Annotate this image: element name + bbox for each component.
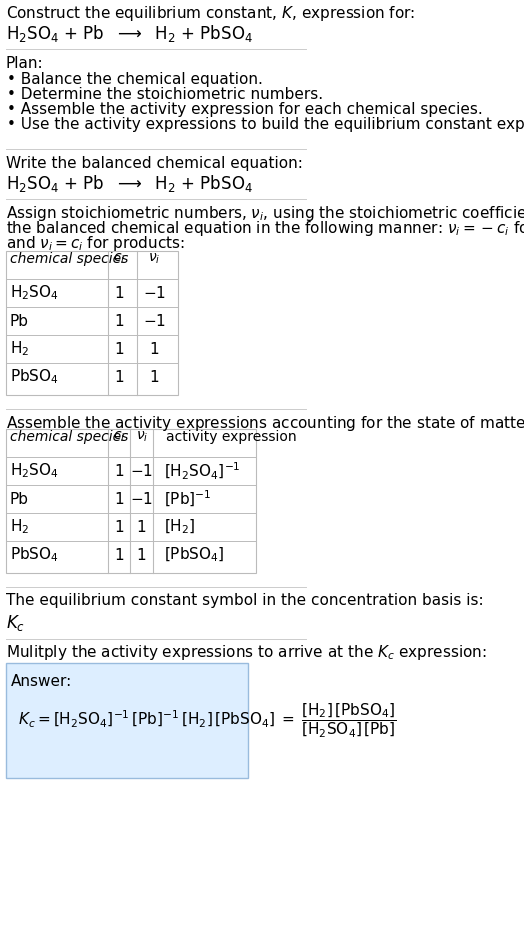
Text: $\mathrm{PbSO_4}$: $\mathrm{PbSO_4}$ [9, 367, 58, 386]
Text: • Use the activity expressions to build the equilibrium constant expression.: • Use the activity expressions to build … [7, 117, 524, 132]
Text: • Assemble the activity expression for each chemical species.: • Assemble the activity expression for e… [7, 102, 483, 117]
Text: activity expression: activity expression [167, 430, 297, 444]
Text: $-1$: $-1$ [143, 285, 166, 301]
Text: • Determine the stoichiometric numbers.: • Determine the stoichiometric numbers. [7, 86, 323, 102]
Text: $\mathrm{H_2SO_4}$: $\mathrm{H_2SO_4}$ [9, 461, 58, 480]
Text: $1$: $1$ [136, 547, 147, 563]
Text: Answer:: Answer: [10, 674, 72, 689]
Text: $1$: $1$ [149, 341, 160, 357]
Text: $\mathrm{H_2SO_4}$ + Pb  $\longrightarrow$  $\mathrm{H_2}$ + $\mathrm{PbSO_4}$: $\mathrm{H_2SO_4}$ + Pb $\longrightarrow… [6, 23, 253, 44]
Text: $-1$: $-1$ [130, 463, 153, 479]
Text: chemical species: chemical species [9, 252, 128, 266]
Text: and $\nu_i = c_i$ for products:: and $\nu_i = c_i$ for products: [6, 233, 185, 252]
Text: Construct the equilibrium constant, $K$, expression for:: Construct the equilibrium constant, $K$,… [6, 4, 415, 23]
Text: $\mathrm{H_2}$: $\mathrm{H_2}$ [9, 340, 29, 359]
Text: $c_i$: $c_i$ [113, 430, 125, 444]
Text: • Balance the chemical equation.: • Balance the chemical equation. [7, 71, 263, 86]
Text: $c_i$: $c_i$ [113, 251, 125, 267]
Text: 1: 1 [114, 548, 124, 563]
Text: $\mathrm{PbSO_4}$: $\mathrm{PbSO_4}$ [9, 546, 58, 565]
Text: $-1$: $-1$ [130, 491, 153, 507]
Text: $1$: $1$ [149, 369, 160, 385]
Text: $\mathrm{H_2}$: $\mathrm{H_2}$ [9, 517, 29, 536]
Text: $\mathrm{H_2SO_4}$: $\mathrm{H_2SO_4}$ [9, 284, 58, 303]
Text: $\mathrm{H_2SO_4}$ + Pb  $\longrightarrow$  $\mathrm{H_2}$ + $\mathrm{PbSO_4}$: $\mathrm{H_2SO_4}$ + Pb $\longrightarrow… [6, 173, 253, 194]
Text: Pb: Pb [9, 313, 28, 328]
Text: Write the balanced chemical equation:: Write the balanced chemical equation: [6, 156, 303, 171]
FancyBboxPatch shape [6, 663, 248, 778]
Text: $\nu_i$: $\nu_i$ [136, 430, 149, 444]
Text: $K_c = [\mathrm{H_2SO_4}]^{-1}\,[\mathrm{Pb}]^{-1}\,[\mathrm{H_2}]\,[\mathrm{PbS: $K_c = [\mathrm{H_2SO_4}]^{-1}\,[\mathrm… [18, 702, 396, 740]
Text: Plan:: Plan: [6, 55, 43, 70]
Text: Assemble the activity expressions accounting for the state of matter and $\nu_i$: Assemble the activity expressions accoun… [6, 414, 524, 433]
Text: Assign stoichiometric numbers, $\nu_i$, using the stoichiometric coefficients, $: Assign stoichiometric numbers, $\nu_i$, … [6, 203, 524, 222]
Text: 1: 1 [114, 286, 124, 301]
FancyBboxPatch shape [6, 429, 256, 573]
Text: Mulitply the activity expressions to arrive at the $K_c$ expression:: Mulitply the activity expressions to arr… [6, 643, 487, 662]
Text: the balanced chemical equation in the following manner: $\nu_i = -c_i$ for react: the balanced chemical equation in the fo… [6, 218, 524, 237]
Text: $1$: $1$ [136, 519, 147, 535]
Text: $-1$: $-1$ [143, 313, 166, 329]
Text: $\nu_i$: $\nu_i$ [148, 251, 161, 267]
Text: $[\mathrm{H_2SO_4}]^{-1}$: $[\mathrm{H_2SO_4}]^{-1}$ [164, 460, 241, 481]
Text: $[\mathrm{Pb}]^{-1}$: $[\mathrm{Pb}]^{-1}$ [164, 489, 212, 509]
Text: 1: 1 [114, 463, 124, 478]
Text: 1: 1 [114, 519, 124, 534]
Text: $K_c$: $K_c$ [6, 613, 25, 633]
Text: chemical species: chemical species [9, 430, 128, 444]
Text: 1: 1 [114, 342, 124, 357]
Text: 1: 1 [114, 313, 124, 328]
Text: 1: 1 [114, 492, 124, 507]
FancyBboxPatch shape [6, 251, 178, 395]
Text: $[\mathrm{H_2}]$: $[\mathrm{H_2}]$ [164, 518, 195, 536]
Text: Pb: Pb [9, 492, 28, 507]
Text: $[\mathrm{PbSO_4}]$: $[\mathrm{PbSO_4}]$ [164, 546, 225, 565]
Text: 1: 1 [114, 369, 124, 384]
Text: The equilibrium constant symbol in the concentration basis is:: The equilibrium constant symbol in the c… [6, 593, 484, 608]
